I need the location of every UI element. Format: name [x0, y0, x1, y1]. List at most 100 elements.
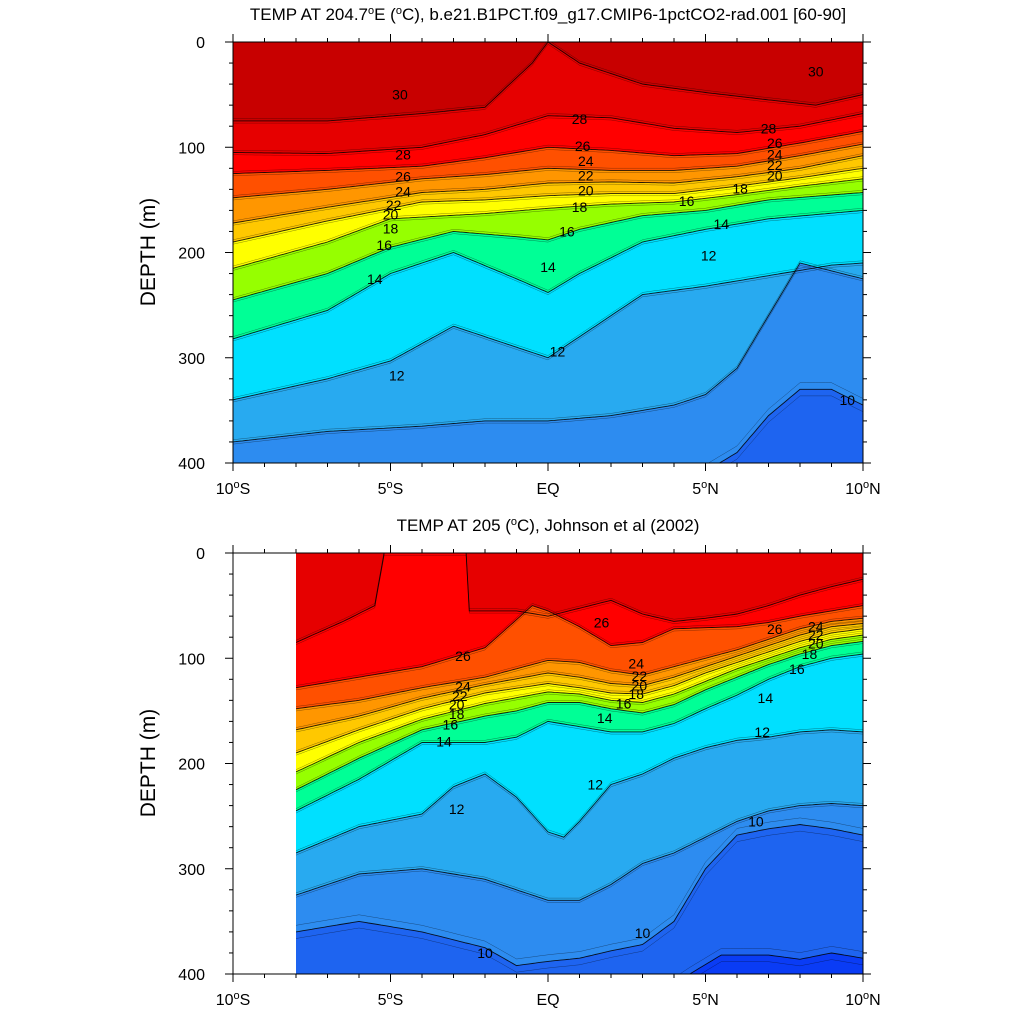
- contour-label: 22: [767, 157, 783, 173]
- y-tick-label: 300: [178, 862, 205, 879]
- isotherm-line: [296, 603, 863, 686]
- isotherm-line: [296, 630, 863, 756]
- isotherm-line: [296, 615, 863, 707]
- isotherm-line: [233, 131, 863, 175]
- contour-label: 10: [635, 925, 651, 941]
- y-tick-label: 200: [178, 757, 205, 774]
- isotherm-line: [233, 178, 863, 269]
- contour-label: 16: [376, 237, 392, 253]
- isotherm-line: [233, 143, 863, 199]
- isotherm-line: [296, 617, 863, 710]
- isotherm-line: [233, 167, 863, 243]
- y-tick-label: 0: [196, 35, 205, 52]
- contour-label: 24: [578, 153, 594, 169]
- isotherm-line: [233, 190, 863, 298]
- contour-label: 26: [767, 621, 783, 637]
- contour-line-group: [296, 553, 863, 974]
- isotherm-line: [233, 42, 863, 119]
- contour-label: 18: [732, 180, 748, 196]
- contour-label: 14: [713, 216, 729, 232]
- bottom-panel-title: TEMP AT 205 (oC), Johnson et al (2002): [397, 516, 700, 535]
- isotherm-line: [233, 192, 863, 301]
- y-tick-label: 100: [178, 651, 205, 668]
- x-tick-label: 5oS: [378, 479, 404, 498]
- contour-label: 26: [594, 614, 610, 630]
- contour-fill-group: [296, 553, 863, 974]
- contour-label: 24: [395, 183, 411, 199]
- isotherm-line: [296, 729, 863, 854]
- isotherm-line: [296, 620, 863, 712]
- contour-label: 10: [748, 813, 764, 829]
- contour-label: 12: [701, 248, 717, 264]
- top-panel-title: TEMP AT 204.7oE (oC), b.e21.B1PCT.f09_g1…: [250, 5, 846, 24]
- contour-label: 18: [572, 199, 588, 215]
- contour-label: 14: [436, 733, 452, 749]
- isotherm-line: [233, 260, 863, 398]
- contour-label: 20: [449, 697, 465, 713]
- isotherm-line: [233, 212, 863, 342]
- isotherm-line: [233, 43, 863, 124]
- isotherm-line: [296, 653, 863, 812]
- isotherm-line: [233, 111, 863, 152]
- contour-label: 30: [392, 87, 408, 103]
- isotherm-line: [233, 113, 863, 155]
- contour-label: 12: [449, 801, 465, 817]
- isotherm-line: [296, 731, 863, 856]
- isotherm-line: [233, 264, 863, 445]
- isotherm-line: [296, 638, 863, 788]
- isotherm-line: [296, 625, 863, 733]
- contour-label: 20: [383, 207, 399, 223]
- isotherm-line: [233, 180, 863, 271]
- contour-label: 12: [550, 343, 566, 359]
- temperature-band-fill: [233, 263, 863, 463]
- x-tick-label: 10oS: [216, 990, 251, 1009]
- contour-label: 18: [383, 220, 399, 236]
- x-tick-label: 10oN: [845, 479, 880, 498]
- isotherm-line: [233, 170, 863, 245]
- isotherm-line: [700, 959, 863, 974]
- contour-label: 22: [452, 688, 468, 704]
- y-tick-label: 400: [178, 967, 205, 984]
- isotherm-line: [296, 830, 863, 973]
- contour-label: 30: [808, 63, 824, 79]
- isotherm-line: [296, 817, 863, 960]
- contour-label: 14: [597, 710, 613, 726]
- contour-label: 20: [767, 168, 783, 184]
- isotherm-line: [296, 805, 863, 903]
- isotherm-line: [296, 553, 863, 641]
- contour-label: 20: [632, 678, 648, 694]
- isotherm-line: [296, 655, 863, 814]
- isotherm-line: [233, 209, 863, 340]
- isotherm-line: [233, 141, 863, 196]
- isotherm-line: [296, 643, 863, 793]
- contour-line-group: [233, 42, 863, 463]
- temperature-band-fill: [719, 389, 863, 463]
- bottom-panel-y-axis-label: DEPTH (m): [137, 709, 160, 818]
- contour-label: 12: [754, 724, 770, 740]
- contour-label: 12: [587, 777, 603, 793]
- contour-label: 16: [616, 696, 632, 712]
- x-tick-label: 5oN: [692, 990, 719, 1009]
- isotherm-line: [296, 554, 863, 645]
- contour-label: 18: [628, 686, 644, 702]
- contour-label: 16: [789, 661, 805, 677]
- isotherm-line: [296, 824, 863, 967]
- isotherm-line: [233, 155, 863, 224]
- x-tick-label: 10oN: [845, 990, 880, 1009]
- isotherm-line: [296, 621, 863, 728]
- isotherm-line: [233, 262, 863, 443]
- isotherm-line: [296, 634, 863, 773]
- contour-label: 20: [578, 182, 594, 198]
- isotherm-line: [233, 194, 863, 303]
- isotherm-line: [296, 607, 863, 691]
- isotherm-line: [233, 42, 863, 122]
- isotherm-line: [688, 952, 863, 974]
- x-tick-label: 5oN: [692, 479, 719, 498]
- contour-label: 26: [455, 648, 471, 664]
- contour-label: 26: [395, 169, 411, 185]
- isotherm-line: [296, 640, 863, 791]
- contour-label: 14: [367, 271, 383, 287]
- contour-label: 14: [540, 259, 556, 275]
- contour-label: 12: [389, 368, 405, 384]
- contour-label: 10: [477, 945, 493, 961]
